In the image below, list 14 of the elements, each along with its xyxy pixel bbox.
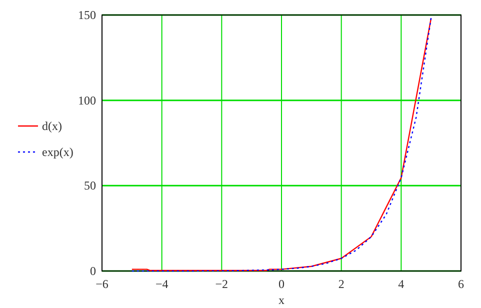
x-tick-label: −2 (215, 277, 228, 291)
y-tick-label: 0 (90, 264, 96, 278)
x-tick-label: 2 (338, 277, 344, 291)
x-tick-label: −4 (155, 277, 168, 291)
y-tick-label: 150 (78, 8, 96, 22)
x-tick-label: 6 (458, 277, 464, 291)
y-tick-label: 100 (78, 93, 96, 108)
x-tick-label: 0 (278, 277, 284, 291)
x-tick-label: 4 (398, 277, 404, 291)
x-tick-label: −6 (96, 277, 108, 291)
legend-label: d(x) (42, 119, 62, 133)
y-tick-label: 50 (84, 178, 96, 193)
legend-label: exp(x) (42, 145, 74, 159)
x-axis-title: x (278, 293, 284, 307)
